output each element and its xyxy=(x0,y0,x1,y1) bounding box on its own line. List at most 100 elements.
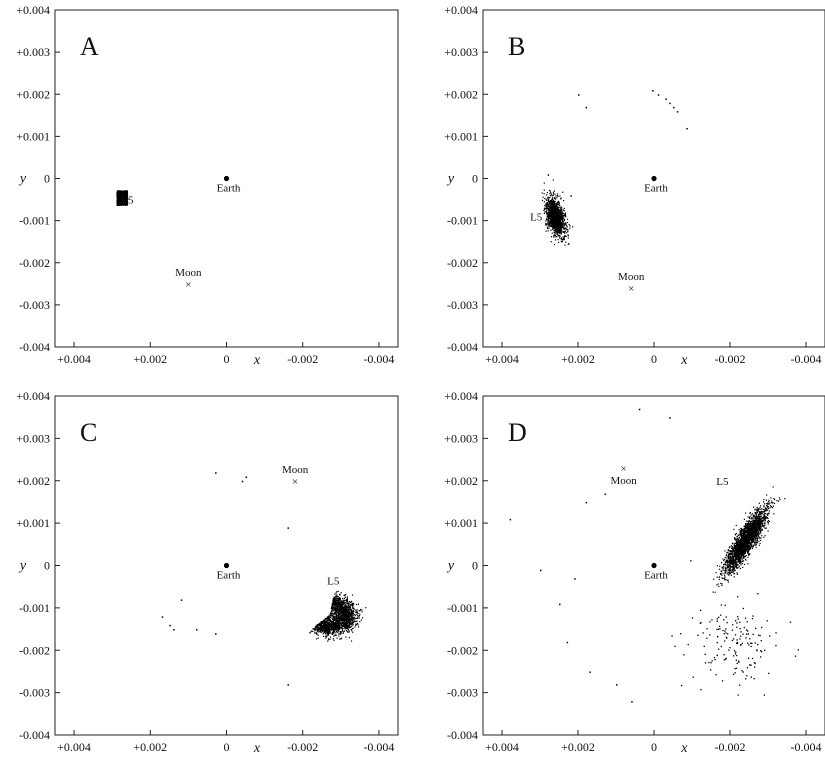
particle xyxy=(355,603,358,606)
particle xyxy=(334,629,336,631)
particle xyxy=(549,215,551,217)
particle xyxy=(561,215,563,217)
particle xyxy=(544,209,546,211)
particle xyxy=(550,219,552,221)
particle xyxy=(559,217,561,219)
particle xyxy=(335,627,337,629)
particle xyxy=(351,622,353,624)
particle xyxy=(323,619,325,621)
particle xyxy=(568,224,570,226)
particle xyxy=(558,202,560,204)
x-tick-label: -0.002 xyxy=(715,352,746,366)
particle xyxy=(552,199,554,201)
particle xyxy=(550,218,553,220)
particle xyxy=(319,631,321,633)
particle xyxy=(346,607,348,609)
particle xyxy=(346,625,348,627)
particle xyxy=(339,616,341,618)
particle xyxy=(557,207,559,209)
particle xyxy=(740,528,743,530)
panel-label: C xyxy=(80,418,97,447)
particle xyxy=(552,224,555,226)
particle xyxy=(553,220,555,222)
particle xyxy=(342,607,344,609)
particle xyxy=(561,218,563,220)
y-tick-label: +0.004 xyxy=(16,3,50,17)
particle xyxy=(120,194,123,196)
particle xyxy=(558,229,560,231)
y-tick-label: -0.002 xyxy=(19,643,50,657)
particle xyxy=(547,222,549,225)
scatter-point xyxy=(657,94,660,96)
particle xyxy=(343,613,345,615)
particle xyxy=(315,628,317,630)
particle xyxy=(553,211,555,213)
particle xyxy=(318,622,320,625)
particle xyxy=(336,591,338,593)
particle xyxy=(544,205,546,207)
particle xyxy=(117,190,119,192)
particle xyxy=(549,189,551,191)
particle xyxy=(322,621,324,623)
particle xyxy=(563,207,565,209)
particle xyxy=(555,195,557,197)
particle xyxy=(343,621,345,623)
particle xyxy=(346,631,348,633)
particle xyxy=(333,629,336,631)
particle xyxy=(342,615,344,617)
particle xyxy=(323,631,325,633)
particle xyxy=(332,597,334,600)
particle xyxy=(554,209,556,211)
particle xyxy=(556,215,558,217)
particle xyxy=(564,227,566,229)
particle xyxy=(332,610,334,612)
particle xyxy=(550,222,552,224)
particle xyxy=(348,606,350,608)
particle xyxy=(347,604,349,606)
particle xyxy=(326,620,328,622)
particle xyxy=(323,629,325,631)
particle xyxy=(349,624,351,627)
particle xyxy=(761,535,763,537)
particle xyxy=(719,573,722,575)
particle xyxy=(760,527,762,530)
particle xyxy=(552,219,554,221)
particle xyxy=(340,604,342,606)
particle xyxy=(121,192,123,195)
particle xyxy=(551,220,553,222)
particle xyxy=(725,572,727,574)
particle xyxy=(751,517,753,519)
particle xyxy=(351,615,353,617)
particle xyxy=(126,194,129,197)
y-tick-label: +0.001 xyxy=(444,516,478,530)
particle xyxy=(327,619,329,621)
particle xyxy=(351,610,353,612)
particle xyxy=(339,601,341,603)
particle xyxy=(345,614,347,616)
particle xyxy=(560,223,562,225)
particle xyxy=(733,543,735,545)
particle xyxy=(346,619,348,621)
particle xyxy=(733,550,736,552)
particle xyxy=(345,621,347,623)
particle xyxy=(556,232,558,234)
particle xyxy=(122,204,124,206)
particle xyxy=(548,209,550,211)
particle xyxy=(122,201,124,203)
particle xyxy=(122,198,124,200)
particle xyxy=(328,617,330,619)
particle xyxy=(321,620,323,623)
x-tick-label: -0.002 xyxy=(715,740,746,754)
particle xyxy=(348,627,351,629)
particle xyxy=(347,602,349,604)
particle xyxy=(562,212,564,214)
particle xyxy=(553,227,555,229)
particle xyxy=(316,638,318,640)
particle xyxy=(335,618,337,620)
particle xyxy=(555,212,557,214)
particle xyxy=(559,227,561,229)
particle xyxy=(551,232,553,234)
particle xyxy=(546,203,548,205)
particle xyxy=(559,216,561,218)
particle xyxy=(551,210,553,212)
